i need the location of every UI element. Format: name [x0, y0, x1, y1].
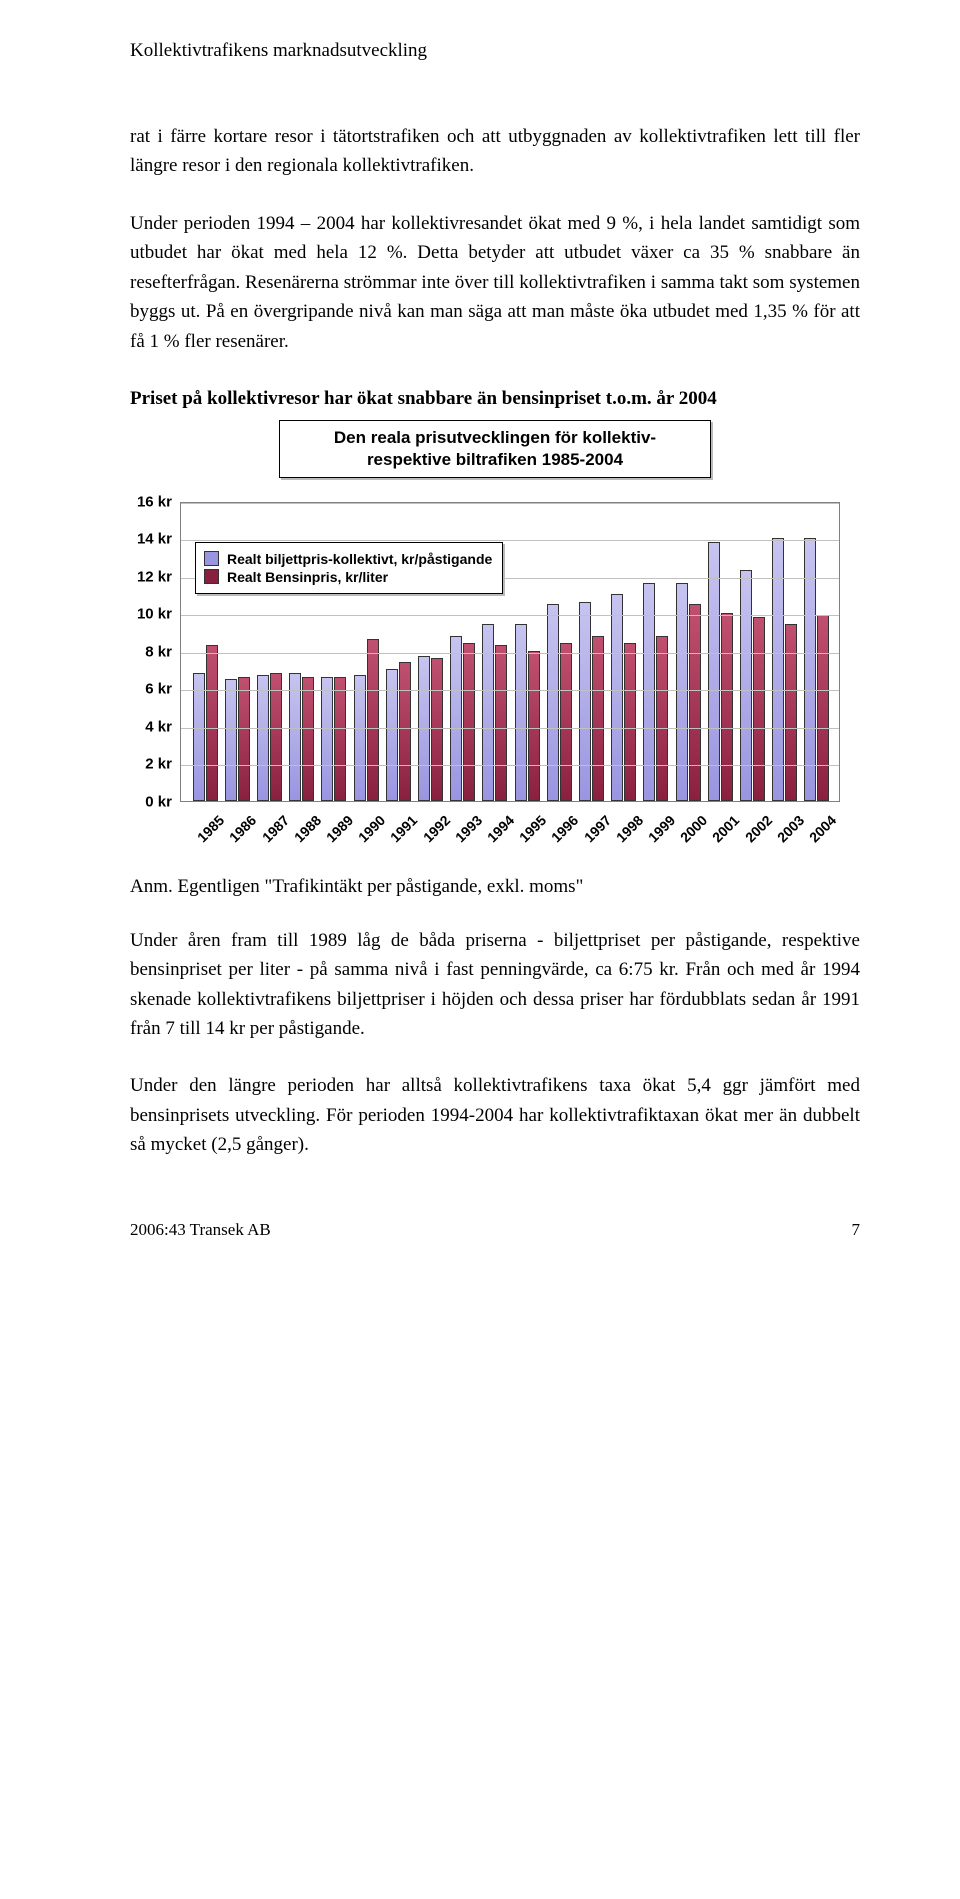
section-heading: Priset på kollektivresor har ökat snabba… — [130, 384, 860, 413]
bar-bensin — [302, 677, 314, 801]
x-axis-label: 1993 — [445, 812, 485, 852]
x-axis-label: 1987 — [252, 812, 292, 852]
y-axis-label: 2 kr — [120, 756, 172, 773]
chart-title-box: Den reala prisutvecklingen för kollektiv… — [279, 420, 711, 478]
bar-bensin — [334, 677, 346, 801]
y-axis-label: 6 kr — [120, 681, 172, 698]
bar-kollektiv — [611, 594, 623, 800]
bar-kollektiv — [386, 669, 398, 800]
page-footer: 2006:43 Transek AB 7 — [130, 1220, 860, 1240]
x-axis-label: 1986 — [220, 812, 260, 852]
paragraph-3: Under åren fram till 1989 låg de båda pr… — [130, 926, 860, 1044]
bar-kollektiv — [225, 679, 237, 801]
bar-kollektiv — [515, 624, 527, 800]
legend-label: Realt Bensinpris, kr/liter — [227, 569, 388, 585]
running-header: Kollektivtrafikens marknadsutveckling — [130, 40, 860, 62]
paragraph-1: rat i färre kortare resor i tätortstrafi… — [130, 122, 860, 181]
bar-bensin — [399, 662, 411, 801]
legend-item: Realt biljettpris-kollektivt, kr/påstiga… — [204, 551, 492, 567]
bar-bensin — [689, 604, 701, 801]
bar-kollektiv — [547, 604, 559, 801]
x-axis-label: 1994 — [478, 812, 518, 852]
x-axis-label: 1988 — [284, 812, 324, 852]
bar-bensin — [785, 624, 797, 800]
bar-bensin — [206, 645, 218, 801]
bar-bensin — [624, 643, 636, 801]
footer-left: 2006:43 Transek AB — [130, 1220, 271, 1240]
paragraph-2: Under perioden 1994 – 2004 har kollektiv… — [130, 209, 860, 356]
chart-caption: Anm. Egentligen "Trafikintäkt per påstig… — [130, 876, 860, 898]
document-page: Kollektivtrafikens marknadsutveckling ra… — [0, 0, 960, 1270]
paragraph-4: Under den längre perioden har alltså kol… — [130, 1071, 860, 1159]
bar-kollektiv — [482, 624, 494, 800]
price-chart: Realt biljettpris-kollektivt, kr/påstiga… — [120, 492, 850, 872]
bar-bensin — [463, 643, 475, 801]
chart-legend: Realt biljettpris-kollektivt, kr/påstiga… — [195, 542, 503, 594]
y-axis-label: 4 kr — [120, 718, 172, 735]
x-axis-label: 1997 — [574, 812, 614, 852]
x-axis-label: 1992 — [413, 812, 453, 852]
legend-swatch-bensin — [204, 569, 219, 584]
bar-kollektiv — [257, 675, 269, 801]
x-axis-label: 1989 — [317, 812, 357, 852]
y-axis-label: 16 kr — [120, 493, 172, 510]
bar-bensin — [656, 636, 668, 801]
bar-bensin — [753, 617, 765, 801]
y-axis-label: 14 kr — [120, 531, 172, 548]
legend-swatch-kollektiv — [204, 551, 219, 566]
x-axis-label: 1996 — [542, 812, 582, 852]
bar-kollektiv — [450, 636, 462, 801]
bar-bensin — [528, 651, 540, 801]
footer-right: 7 — [852, 1220, 861, 1240]
bar-bensin — [431, 658, 443, 801]
bar-kollektiv — [708, 542, 720, 801]
bar-kollektiv — [354, 675, 366, 801]
legend-label: Realt biljettpris-kollektivt, kr/påstiga… — [227, 551, 492, 567]
chart-title-line1: Den reala prisutvecklingen för kollektiv… — [334, 428, 656, 447]
x-axis-label: 1999 — [639, 812, 679, 852]
bar-bensin — [367, 639, 379, 800]
y-axis-label: 12 kr — [120, 568, 172, 585]
x-axis-label: 1995 — [510, 812, 550, 852]
x-axis-label: 2001 — [703, 812, 743, 852]
y-axis-label: 0 kr — [120, 793, 172, 810]
bar-bensin — [560, 643, 572, 801]
bar-bensin — [238, 677, 250, 801]
bar-bensin — [495, 645, 507, 801]
x-axis-label: 2002 — [735, 812, 775, 852]
x-axis-label: 1991 — [381, 812, 421, 852]
bar-bensin — [817, 615, 829, 801]
x-axis-label: 1985 — [188, 812, 228, 852]
chart-title-line2: respektive biltrafiken 1985-2004 — [367, 450, 623, 469]
bar-bensin — [592, 636, 604, 801]
legend-item: Realt Bensinpris, kr/liter — [204, 569, 492, 585]
x-axis-label: 1998 — [606, 812, 646, 852]
x-axis-label: 2003 — [767, 812, 807, 852]
bar-kollektiv — [289, 673, 301, 801]
bar-bensin — [270, 673, 282, 801]
bar-kollektiv — [321, 677, 333, 801]
bar-bensin — [721, 613, 733, 801]
y-axis-label: 8 kr — [120, 643, 172, 660]
x-axis-label: 2004 — [800, 812, 840, 852]
y-axis-label: 10 kr — [120, 606, 172, 623]
bar-kollektiv — [193, 673, 205, 801]
x-axis-label: 2000 — [671, 812, 711, 852]
x-axis-label: 1990 — [349, 812, 389, 852]
bar-kollektiv — [579, 602, 591, 801]
